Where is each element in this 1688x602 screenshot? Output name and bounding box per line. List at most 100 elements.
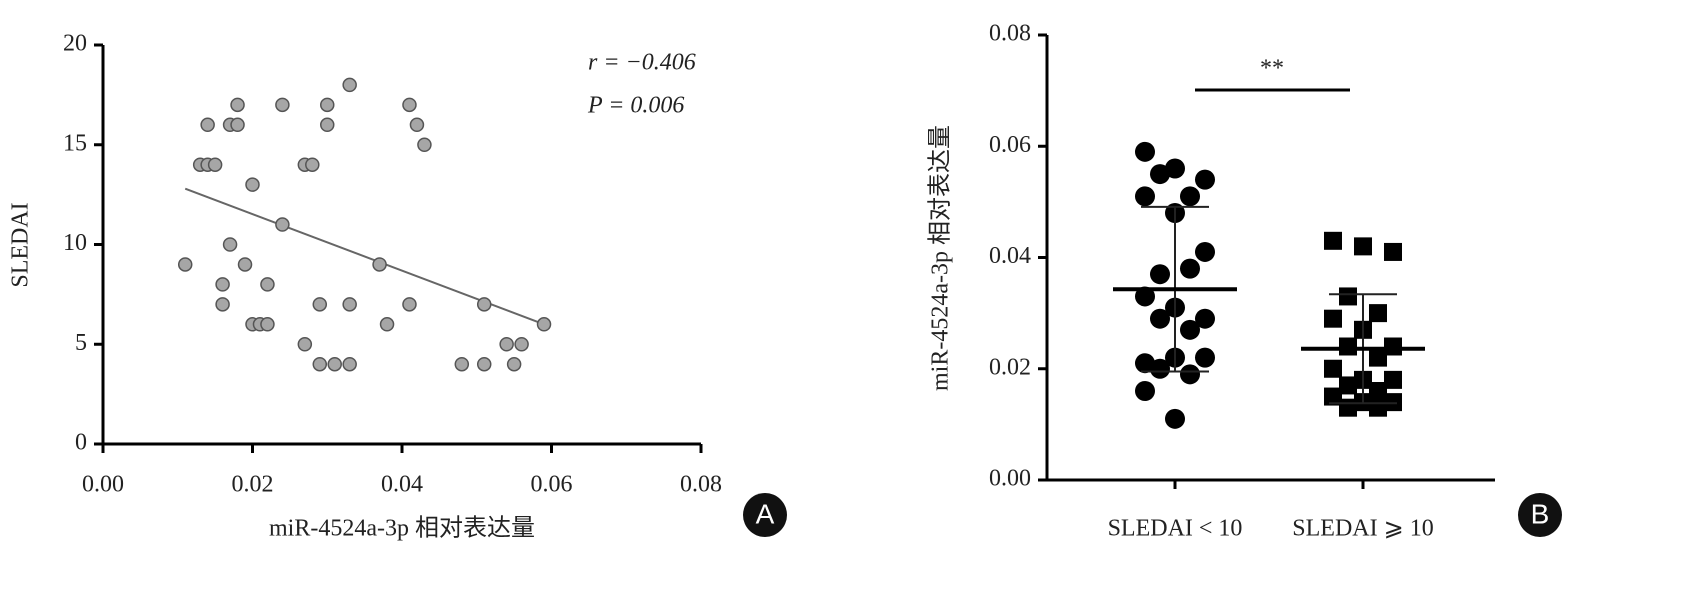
- y-tick-label: 0: [75, 430, 87, 456]
- point: [230, 117, 245, 133]
- point: [320, 97, 335, 113]
- point: [476, 356, 492, 372]
- point: [1324, 387, 1342, 406]
- y-tick-label: 0.06: [989, 132, 1031, 158]
- point: [1135, 186, 1155, 207]
- point: [207, 157, 223, 172]
- x-tick-label: 0.06: [531, 472, 573, 498]
- point: [402, 97, 417, 113]
- point: [1150, 264, 1170, 285]
- point: [312, 356, 328, 372]
- point: [1180, 364, 1200, 385]
- point: [1339, 398, 1357, 417]
- annotation: r = −0.406: [588, 50, 696, 76]
- point: [1369, 304, 1387, 323]
- point: [1195, 347, 1215, 368]
- y-axis-label: SLEDAI: [8, 202, 34, 287]
- x-tick-label: 0.02: [232, 472, 274, 498]
- point: [215, 297, 230, 312]
- point: [506, 356, 522, 372]
- y-tick-label: 20: [63, 31, 87, 57]
- x-axis-label: miR-4524a-3p 相对表达量: [269, 515, 535, 542]
- point: [417, 137, 432, 152]
- point: [305, 157, 320, 172]
- point: [1339, 337, 1357, 356]
- point: [275, 217, 290, 232]
- point: [476, 297, 492, 312]
- point: [1180, 186, 1200, 207]
- point: [1195, 308, 1215, 329]
- point: [297, 337, 313, 352]
- y-tick-label: 0.02: [989, 354, 1031, 380]
- y-tick-label: 0.00: [989, 466, 1031, 492]
- significance: **: [1260, 56, 1284, 82]
- y-tick-label: 0.04: [989, 243, 1031, 269]
- point: [200, 117, 215, 133]
- point: [499, 337, 514, 352]
- point: [1135, 141, 1155, 162]
- point: [1324, 359, 1342, 378]
- point: [1135, 353, 1155, 374]
- point: [1165, 158, 1185, 179]
- panel-label: A: [756, 498, 775, 529]
- point: [342, 356, 357, 372]
- point: [1135, 286, 1155, 307]
- x-tick-label: 0.00: [82, 472, 124, 498]
- y-tick-label: 5: [75, 330, 87, 356]
- x-tick-label: 0.04: [381, 472, 423, 498]
- point: [409, 117, 425, 133]
- y-tick-label: 10: [63, 230, 87, 256]
- point: [379, 317, 395, 332]
- point: [454, 356, 470, 372]
- point: [1180, 258, 1200, 279]
- y-tick-label: 0.08: [989, 21, 1031, 47]
- point: [312, 297, 328, 312]
- point: [1354, 237, 1372, 256]
- point: [514, 337, 529, 352]
- point: [260, 277, 275, 292]
- point: [536, 317, 552, 332]
- point: [1180, 319, 1200, 340]
- point: [230, 97, 245, 113]
- point: [342, 77, 357, 93]
- x-tick-label: SLEDAI ⩾ 10: [1292, 516, 1433, 542]
- point: [327, 356, 342, 372]
- point: [320, 117, 335, 133]
- point: [402, 297, 417, 312]
- x-tick-label: 0.08: [680, 472, 722, 498]
- point: [1195, 241, 1215, 262]
- point: [1150, 358, 1170, 379]
- y-tick-label: 15: [63, 130, 87, 156]
- point: [1369, 348, 1387, 367]
- point: [1384, 242, 1402, 261]
- point: [1384, 393, 1402, 412]
- point: [1195, 169, 1215, 190]
- point: [1150, 308, 1170, 329]
- point: [1324, 309, 1342, 328]
- point: [237, 257, 253, 272]
- point: [1384, 370, 1402, 389]
- point: [372, 257, 387, 272]
- x-tick-label: SLEDAI < 10: [1108, 516, 1243, 542]
- panel-badge: [1518, 493, 1562, 537]
- panel-label: B: [1531, 498, 1550, 529]
- point: [1369, 382, 1387, 400]
- y-axis-label: miR-4524a-3p 相对表达量: [927, 125, 954, 391]
- point: [275, 97, 290, 113]
- annotation: P = 0.006: [587, 93, 684, 119]
- point: [342, 297, 357, 312]
- point: [177, 257, 193, 272]
- point: [222, 237, 238, 252]
- point: [245, 177, 260, 192]
- point: [1150, 164, 1170, 185]
- point: [1369, 398, 1387, 417]
- point: [1339, 376, 1357, 395]
- point: [1135, 381, 1155, 401]
- point: [1165, 408, 1185, 429]
- panel-badge: [743, 493, 787, 537]
- point: [215, 277, 230, 292]
- point: [1324, 231, 1342, 250]
- point: [1384, 337, 1402, 356]
- point: [260, 317, 275, 332]
